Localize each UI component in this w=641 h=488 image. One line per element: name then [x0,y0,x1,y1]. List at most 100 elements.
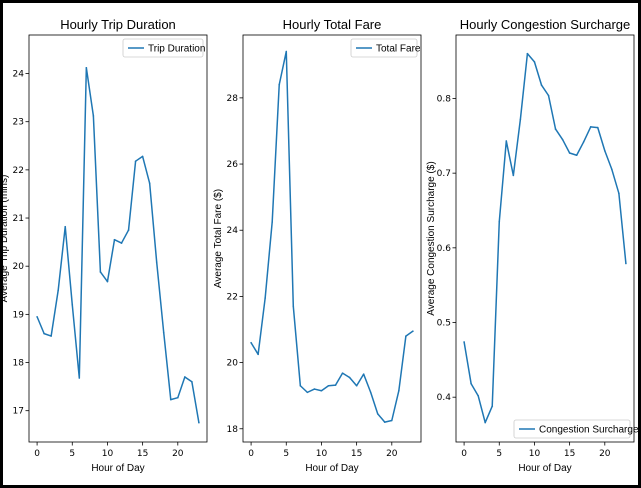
data-point [257,353,259,356]
data-point [271,221,273,223]
x-tick-label: 5 [69,449,75,459]
chart-panel-1: Hourly Trip Duration 0 5 10 15 20 17 18 19 20 21 22… [3,17,208,474]
data-point [547,94,550,97]
data-point [162,331,165,334]
y-tick-label: 28 [227,94,239,104]
data-point [250,341,252,344]
data-point [78,377,81,379]
data-point [362,373,365,375]
data-point [625,262,627,265]
data-point [306,391,309,394]
data-point [498,220,501,223]
x-tick-label: 10 [316,449,328,459]
data-point [141,155,144,158]
data-point [582,140,585,143]
plot-area-frame [455,34,635,443]
x-tick-label: 10 [102,449,114,459]
y-tick-label: 18 [13,359,25,369]
x-tick-label: 15 [564,449,575,459]
data-point [127,229,130,231]
y-tick-label: 0.8 [437,94,452,104]
data-point [519,118,522,121]
data-point [484,421,486,424]
y-tick-label: 17 [13,407,24,417]
x-axis-label: Hour of Day [305,463,358,474]
data-point [491,405,494,407]
chart-title: Hourly Congestion Surcharge [460,17,631,32]
data-point [477,394,479,397]
data-point [341,372,344,374]
data-point [184,376,186,378]
x-tick-label: 20 [386,449,398,459]
data-point [177,396,179,399]
data-point [369,391,372,394]
data-point [191,380,193,383]
plot-area-frame [28,34,208,443]
y-axis-label: Average Congestion Surcharge ($) [426,161,437,315]
data-point [611,168,613,171]
data-point [106,280,109,283]
data-point [505,140,508,142]
data-point [155,261,158,264]
data-point [327,384,330,387]
legend-box [513,419,631,439]
x-tick-label: 0 [248,449,254,459]
x-axis-label: Hour of Day [518,463,571,474]
legend-entry: Congestion Surcharge [539,425,638,436]
y-tick-label: 23 [13,118,24,128]
data-point [589,126,592,128]
data-point [526,52,529,55]
y-tick-label: 18 [227,425,239,435]
figure: Hourly Trip Duration 0 5 10 15 20 17 18 19 20 21 22… [3,3,638,485]
legend-entry: Trip Duration [148,44,205,55]
plot-area-frame [242,34,422,443]
data-point [568,152,571,154]
data-point [355,384,358,387]
y-tick-label: 0.4 [437,393,452,403]
data-point [604,149,606,152]
chart-panel-3: Hourly Congestion Surcharge 0 5 10 15 20 0.4 0.… [426,17,638,474]
legend-box [350,38,418,58]
data-point [412,330,414,332]
y-tick-label: 21 [13,214,24,224]
data-point [43,332,45,335]
y-tick-label: 24 [13,70,25,80]
data-point [57,289,59,292]
data-point [512,174,515,177]
y-tick-label: 20 [227,359,239,369]
data-point [299,384,302,387]
data-point [348,376,351,379]
data-point [334,384,337,386]
x-tick-label: 15 [137,449,148,459]
data-point [470,382,472,385]
x-tick-label: 10 [529,449,541,459]
x-tick-label: 20 [172,449,184,459]
data-point [383,421,386,423]
data-point [292,305,295,308]
y-tick-label: 22 [227,292,238,302]
data-point [320,389,323,392]
data-point [398,389,400,392]
legend-box [122,38,204,58]
data-point [285,50,288,53]
data-point [463,341,465,343]
data-point [561,138,564,141]
data-point [376,413,379,415]
x-tick-label: 0 [34,449,40,459]
x-axis-label: Hour of Day [91,463,144,474]
y-tick-label: 0.6 [437,244,452,254]
series-line [463,52,627,424]
x-tick-label: 15 [351,449,362,459]
data-point [618,192,620,195]
data-point [50,335,52,337]
data-point [148,182,151,185]
y-tick-label: 22 [13,166,24,176]
chart-panel-2: Hourly Total Fare 0 5 10 15 20 18 20 22 24 26 28 Hou… [213,17,422,474]
y-axis-label: Average Total Fare ($) [213,189,224,288]
y-tick-label: 0.7 [437,169,451,179]
y-tick-label: 20 [13,262,25,272]
data-point [264,297,266,299]
x-tick-label: 5 [283,449,289,459]
y-tick-label: 0.5 [437,319,451,329]
data-point [120,242,123,244]
